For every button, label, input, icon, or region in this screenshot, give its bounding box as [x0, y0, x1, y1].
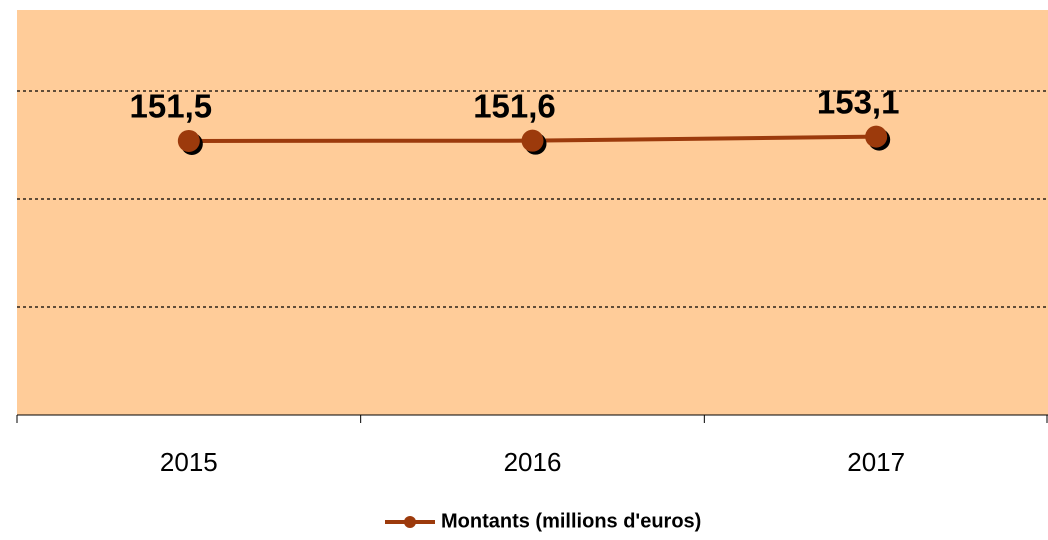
x-tick-label: 2016 [504, 447, 562, 477]
data-label: 151,6 [473, 87, 556, 124]
marker [521, 129, 544, 152]
marker [177, 129, 200, 152]
x-tick-label: 2015 [160, 447, 218, 477]
data-label: 153,1 [817, 83, 900, 120]
data-label: 151,5 [130, 88, 213, 125]
legend-marker [404, 516, 416, 528]
legend-label: Montants (millions d'euros) [441, 510, 701, 532]
marker [865, 125, 888, 148]
x-tick-label: 2017 [847, 447, 905, 477]
plot-area [17, 10, 1048, 415]
